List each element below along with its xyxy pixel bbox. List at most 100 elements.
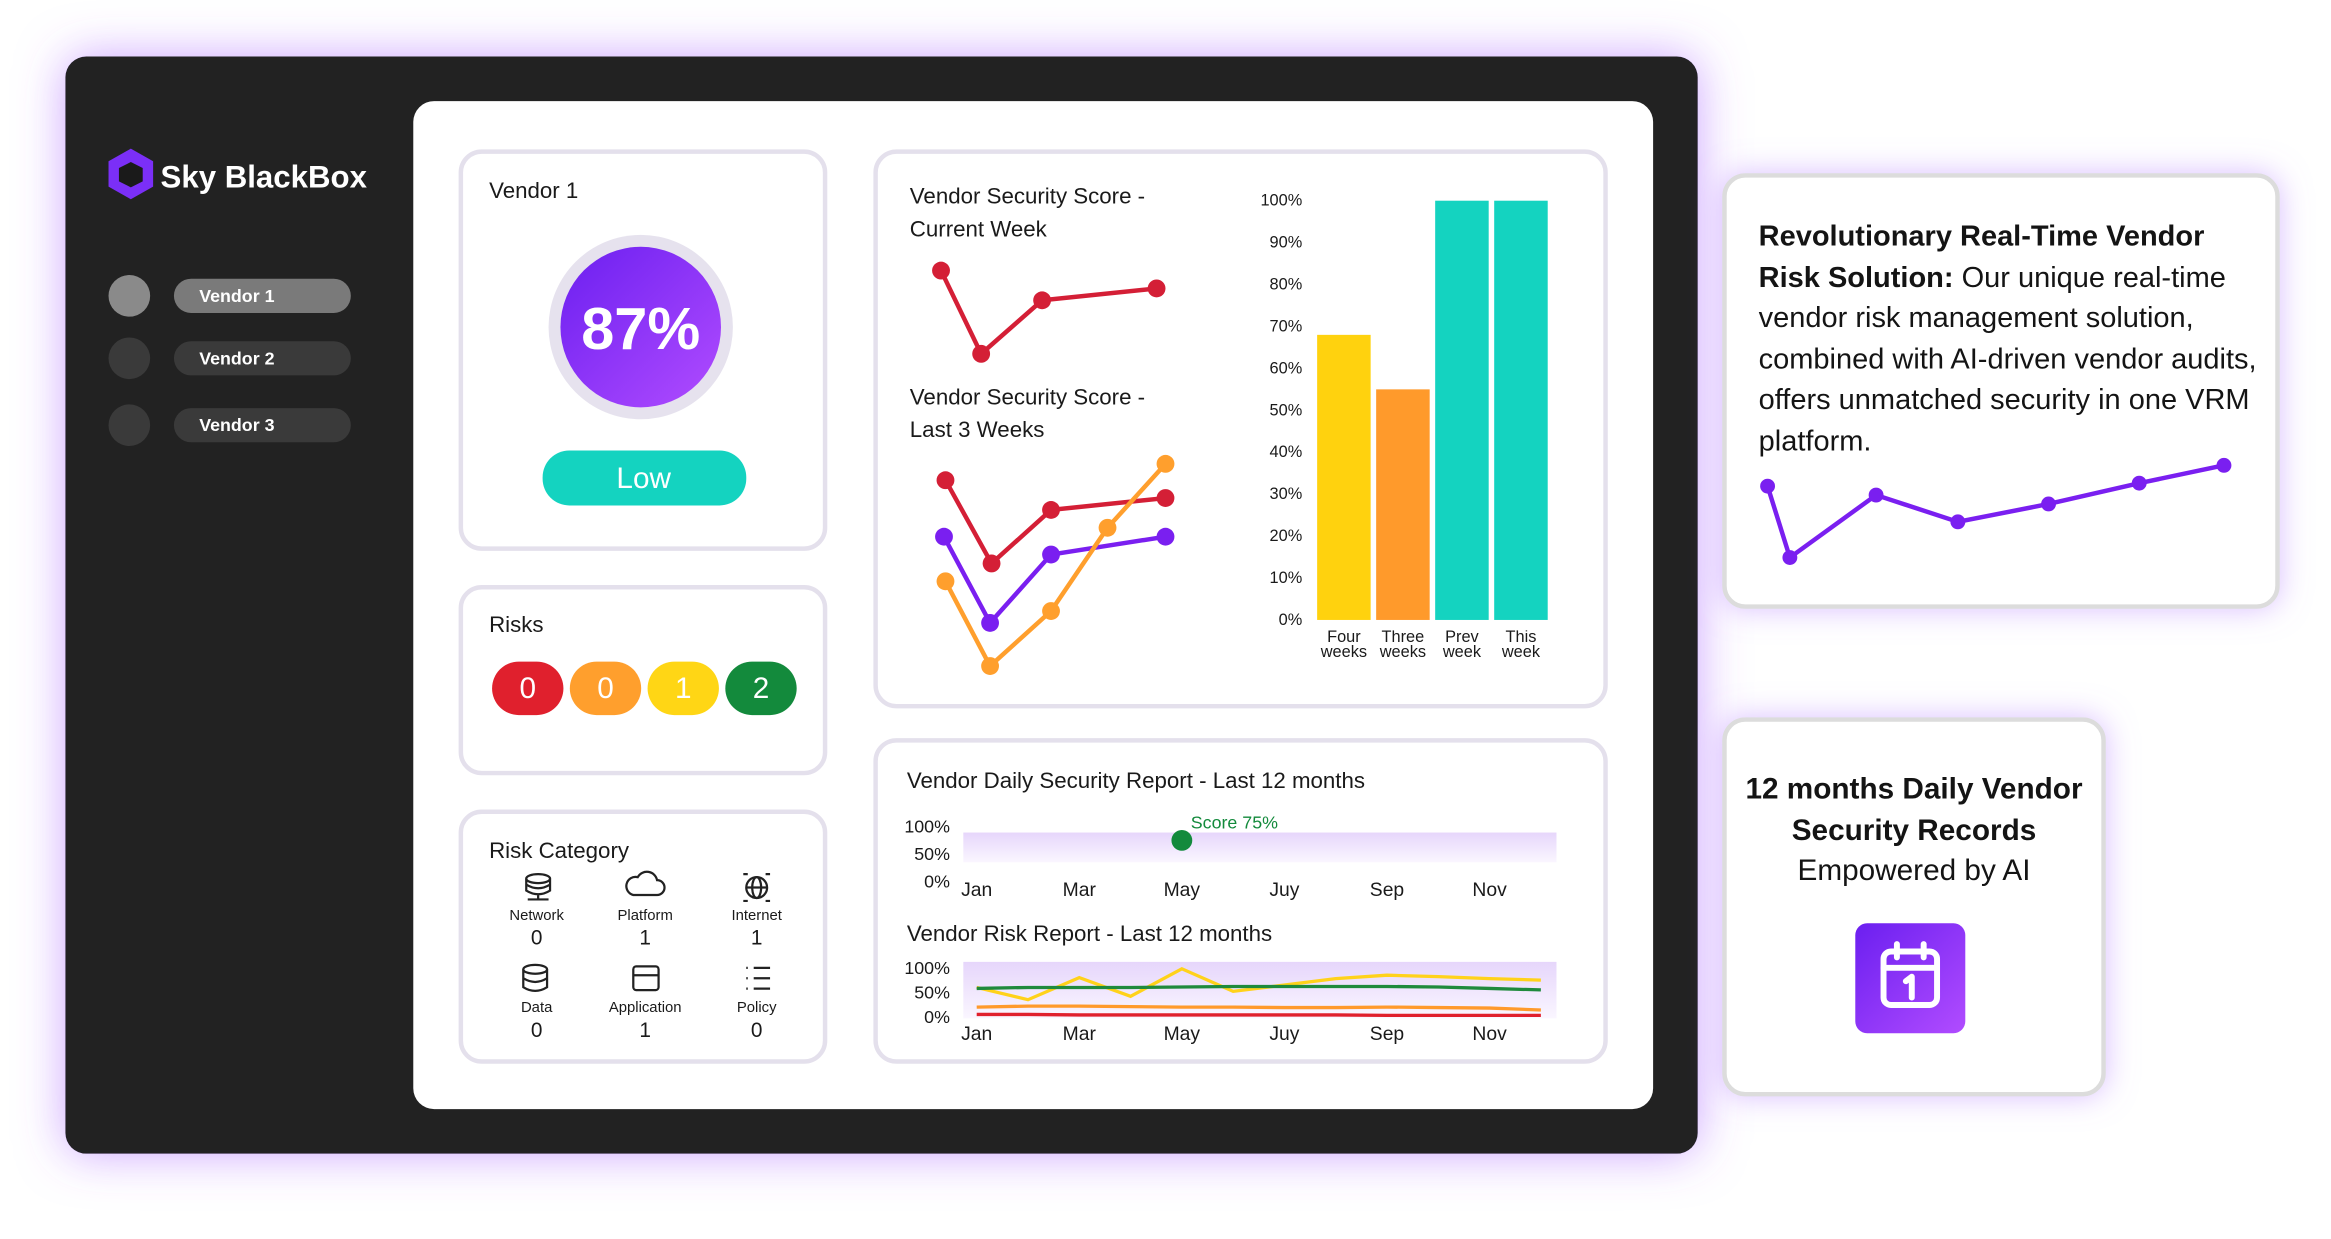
risk-count: 1: [675, 672, 692, 705]
score-label: Score 75%: [1191, 813, 1278, 833]
risk-count: 0: [519, 672, 536, 705]
nav-dot: [108, 275, 151, 317]
x-tick-text: Four weeks: [1320, 630, 1368, 662]
x-tick-label: May: [1164, 880, 1201, 901]
y-tick-label: 0%: [924, 872, 950, 892]
score-circle: [560, 246, 722, 408]
y-tick-label: 60%: [1270, 359, 1303, 377]
y-tick-label: 50%: [914, 844, 950, 864]
x-tick-label: Nov: [1472, 880, 1507, 901]
promo-card: [1722, 173, 2280, 609]
chart-title: Current Week: [910, 216, 1048, 241]
category-label: Platform: [618, 908, 673, 924]
nav-label: Vendor 3: [199, 415, 274, 435]
promo-body: Our unique real-time vendor risk managem…: [1758, 261, 2257, 458]
category-label: Data: [521, 1000, 553, 1016]
nav-pill: [173, 278, 351, 313]
y-tick-label: 50%: [1270, 401, 1303, 419]
category-count: 1: [639, 927, 651, 950]
series-line: [976, 984, 1541, 992]
risk-pill: [569, 661, 642, 716]
promo-dots: [1760, 457, 2232, 565]
nav-label: Vendor 2: [199, 348, 274, 368]
plot-band: [963, 832, 1557, 863]
x-tick-label: May: [1164, 1024, 1201, 1045]
category-count: 1: [751, 927, 763, 950]
category-label: Network: [509, 908, 564, 924]
x-tick-label: Prev week: [1442, 630, 1482, 662]
card-title: Risks: [489, 612, 543, 637]
category-count: 0: [751, 1019, 763, 1042]
series-line: [976, 1012, 1541, 1018]
x-tick-text: Three weeks: [1379, 630, 1427, 662]
x-tick-label: Three weeks: [1379, 630, 1427, 662]
x-tick-label: This week: [1501, 630, 1541, 662]
x-tick-text: This week: [1501, 630, 1541, 662]
bar-chart: 0% 10% 20% 30% 40% 50% 60% 70% 80% 90% 100% Four we…: [1260, 192, 1548, 662]
category-items: Network 0 Platform 1 Internet 1 Data 0 Applicati…: [509, 908, 782, 1042]
series-line: [976, 1004, 1541, 1012]
bar: [1435, 200, 1489, 620]
spark-dots: [932, 261, 1175, 675]
records-text: 12 months Daily Vendor Security Records E…: [1745, 773, 2083, 887]
y-tick-label: 0%: [1279, 611, 1303, 629]
promo-heading: Revolutionary Real-Time Vendor Risk Solu…: [1758, 220, 2205, 294]
y-tick-label: 20%: [1270, 527, 1303, 545]
y-tick-label: 100%: [904, 958, 950, 978]
category-icons: [522, 870, 771, 992]
category-label: Application: [609, 1000, 682, 1016]
nav-label: Vendor 1: [199, 286, 274, 306]
x-tick-label: Nov: [1472, 1024, 1507, 1045]
x-tick-label: Jan: [961, 1024, 992, 1045]
y-tick-label: 90%: [1270, 234, 1303, 252]
risk-pills: 0 0 1 2: [492, 661, 797, 716]
rating: Low: [616, 462, 671, 495]
nav-pill: [173, 408, 351, 443]
sidebar: Vendor 1 Vendor 2 Vendor 3: [108, 275, 351, 447]
promo-text: Revolutionary Real-Time Vendor Risk Solu…: [1758, 220, 2257, 458]
risk-pill: [492, 661, 564, 716]
x-tick-label: Four weeks: [1320, 630, 1368, 662]
category-count: 0: [531, 1019, 543, 1042]
x-tick-label: Sep: [1370, 1024, 1404, 1045]
risk-pill: [647, 661, 719, 716]
nav-dot: [108, 404, 151, 447]
bar: [1494, 200, 1548, 620]
card-title: Vendor 1: [489, 178, 578, 203]
logo-cube: [118, 162, 143, 188]
y-tick-label: 100%: [1260, 192, 1302, 210]
risk-count: 0: [597, 672, 614, 705]
category-label: Internet: [731, 908, 782, 924]
x-tick-label: Juy: [1269, 880, 1299, 901]
rating-pill: [542, 450, 747, 506]
score-label: 87%: [581, 295, 700, 362]
x-tick-label: Sep: [1370, 880, 1404, 901]
nav-pill: [173, 341, 351, 376]
category-count: 0: [531, 927, 543, 950]
x-tick-label: Mar: [1063, 1024, 1097, 1045]
brand: Sky BlackBox: [161, 159, 368, 194]
category-count: 1: [639, 1019, 651, 1042]
category-card: [458, 809, 828, 1064]
risk-count: 2: [753, 672, 770, 705]
report-charts: 0% 50% 100% Jan Mar May Juy Sep Nov Score 75% 0% 50…: [904, 813, 1541, 1045]
y-tick-label: 100%: [904, 817, 950, 837]
series-line: [976, 966, 1541, 1002]
risk-pill: [725, 661, 797, 716]
chart-title: Vendor Security Score -: [910, 384, 1145, 409]
nav-dot: [108, 337, 151, 380]
y-tick-label: 10%: [1270, 569, 1303, 587]
chart-title: Last 3 Weeks: [910, 417, 1045, 442]
calendar-icon: [1880, 941, 1941, 1008]
records-card: [1722, 717, 2106, 1097]
bar: [1376, 389, 1430, 620]
chart-title: Vendor Security Score -: [910, 184, 1145, 209]
x-tick-text: Prev week: [1442, 630, 1482, 662]
chart-title: Vendor Daily Security Report - Last 12 m…: [907, 768, 1365, 793]
score-dot: [1171, 829, 1193, 851]
y-tick-label: 80%: [1270, 276, 1303, 294]
records-title: 12 months Daily Vendor Security Records: [1745, 773, 2083, 847]
x-tick-label: Mar: [1063, 880, 1097, 901]
